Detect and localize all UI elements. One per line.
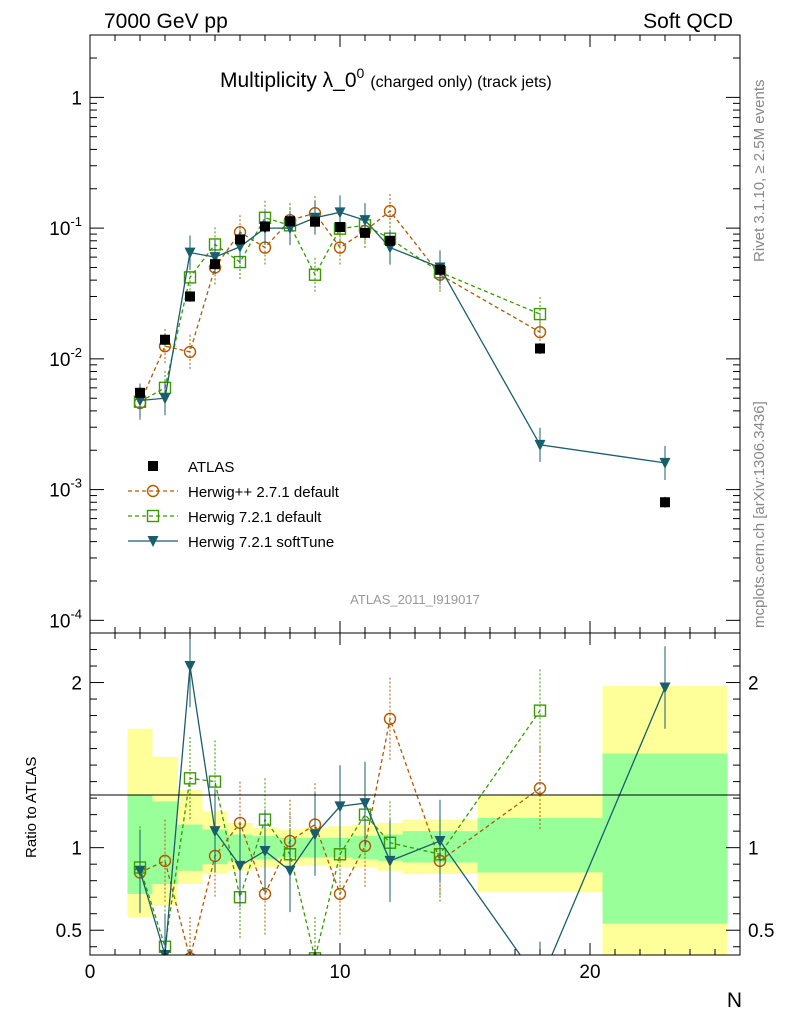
ratio-point-softtune	[334, 801, 346, 813]
y-tick-label-main: 1	[71, 88, 82, 109]
ratio-point-h7default	[533, 704, 547, 717]
y-tick-label-ratio: 1	[71, 839, 82, 860]
data-point-softtune	[134, 395, 146, 407]
atlas-data-point	[135, 387, 145, 398]
chart-title-sub: (charged only) (track jets)	[370, 74, 551, 91]
atlas-data-point	[335, 221, 345, 232]
y-tick-label-main: 10-3	[49, 476, 82, 502]
rivet-label: Rivet 3.1.10, ≥ 2.5M events	[751, 80, 768, 263]
ratio-point-softtune	[384, 855, 396, 867]
atlas-data-point	[285, 216, 295, 227]
data-point-herwigpp	[183, 345, 197, 359]
mcplots-label: mcplots.cern.ch [arXiv:1306.3436]	[751, 401, 768, 628]
ratio-point-h7default	[333, 848, 347, 861]
ratio-point-softtune	[659, 682, 671, 694]
data-point-softtune	[534, 439, 546, 451]
main-plot-area	[133, 194, 671, 508]
atlas-data-point	[360, 227, 370, 238]
atlas-data-point	[385, 235, 395, 246]
atlas-data-point	[185, 291, 195, 302]
atlas-data-point	[160, 334, 170, 345]
legend-marker	[146, 484, 160, 498]
data-point-herwigpp	[333, 241, 347, 254]
legend-label: ATLAS	[188, 459, 234, 476]
ratio-point-softtune	[359, 798, 371, 810]
ratio-y-axis-label: Ratio to ATLAS	[23, 757, 40, 858]
ratio-point-softtune	[209, 826, 221, 838]
ratio-point-softtune	[309, 829, 321, 841]
ratio-point-softtune	[284, 865, 296, 877]
ratio-point-softtune	[134, 865, 146, 877]
analysis-id: ATLAS_2011_I919017	[350, 592, 480, 607]
atlas-data-point	[310, 216, 320, 227]
data-point-softtune	[334, 207, 346, 219]
ratio-point-softtune	[234, 860, 246, 872]
axes: 0 10 20 1 10-1 10-2 10-3 10-4 0.5 0.5 1 1 2 2	[49, 34, 774, 983]
ratio-band-inner	[477, 817, 603, 873]
ratio-point-herwigpp	[333, 887, 347, 901]
ratio-point-softtune	[259, 845, 271, 857]
atlas-data-point	[235, 234, 245, 245]
x-tick-label: 20	[579, 962, 600, 983]
atlas-data-point	[435, 264, 445, 275]
chart-title-main: Multiplicity λ_0	[220, 69, 357, 92]
legend-label: Herwig 7.2.1 default	[188, 509, 322, 526]
y-tick-label-ratio: 0.5	[56, 921, 82, 942]
svg-text:Multiplicity λ_00(charged only: Multiplicity λ_00 (charged only) (track j…	[220, 65, 552, 92]
ratio-band-inner	[152, 801, 178, 884]
chart-title: Multiplicity λ_00 (charged only) (track j…	[220, 65, 552, 92]
x-axis-label: N	[727, 989, 742, 1012]
x-tick-label: 10	[329, 962, 350, 983]
ratio-point-herwigpp	[533, 782, 547, 795]
ratio-point-softtune	[535, 978, 546, 989]
y-tick-label-ratio-right: 1	[748, 839, 759, 860]
data-point-softtune	[209, 252, 221, 264]
atlas-data-point	[260, 221, 270, 232]
data-point-softtune	[234, 241, 246, 253]
ratio-band-inner	[352, 836, 378, 860]
data-point-softtune	[184, 247, 196, 259]
legend-marker	[146, 509, 160, 523]
ratio-band-inner	[177, 824, 203, 871]
atlas-data-point	[535, 343, 545, 354]
atlas-data-point	[660, 497, 670, 508]
y-tick-label-ratio-right: 2	[748, 674, 759, 695]
atlas-data-point	[210, 259, 220, 270]
y-tick-label-ratio: 2	[71, 674, 82, 695]
legend-label: Herwig 7.2.1 softTune	[188, 534, 334, 551]
y-tick-label-ratio-right: 0.5	[748, 921, 774, 942]
ratio-point-h7default	[208, 775, 222, 788]
y-tick-label-main: 10-4	[49, 606, 82, 632]
ratio-plot-area	[133, 633, 671, 989]
data-point-softtune	[359, 215, 371, 227]
chart-title-superscript: 0	[357, 65, 365, 81]
y-tick-label-main: 10-1	[49, 214, 82, 240]
ratio-point-herwigpp	[383, 712, 397, 726]
data-point-h7default	[183, 271, 197, 284]
ratio-point-softtune	[434, 836, 446, 848]
data-point-herwigpp	[383, 204, 397, 218]
legend-label: Herwig++ 2.7.1 default	[188, 484, 340, 501]
header-category: Soft QCD	[643, 10, 733, 33]
data-point-h7default	[308, 268, 322, 281]
y-tick-label-main: 10-2	[49, 345, 82, 371]
ratio-point-h7default	[183, 772, 197, 785]
header-energy: 7000 GeV pp	[104, 10, 228, 33]
ratio-line-softtune	[139, 665, 666, 955]
ratio-point-softtune	[184, 661, 196, 673]
legend-marker	[148, 461, 158, 471]
data-point-softtune	[159, 393, 171, 405]
ratio-band-inner	[602, 753, 728, 924]
x-tick-label: 0	[85, 962, 96, 983]
data-point-h7default	[533, 307, 547, 321]
legend: ATLAS Herwig++ 2.7.1 default Herwig 7.2.1 …	[128, 459, 340, 551]
data-point-softtune	[659, 457, 671, 469]
legend-marker	[147, 536, 159, 547]
series-line-softtune	[139, 211, 666, 464]
ratio-point-herwigpp	[158, 854, 172, 868]
